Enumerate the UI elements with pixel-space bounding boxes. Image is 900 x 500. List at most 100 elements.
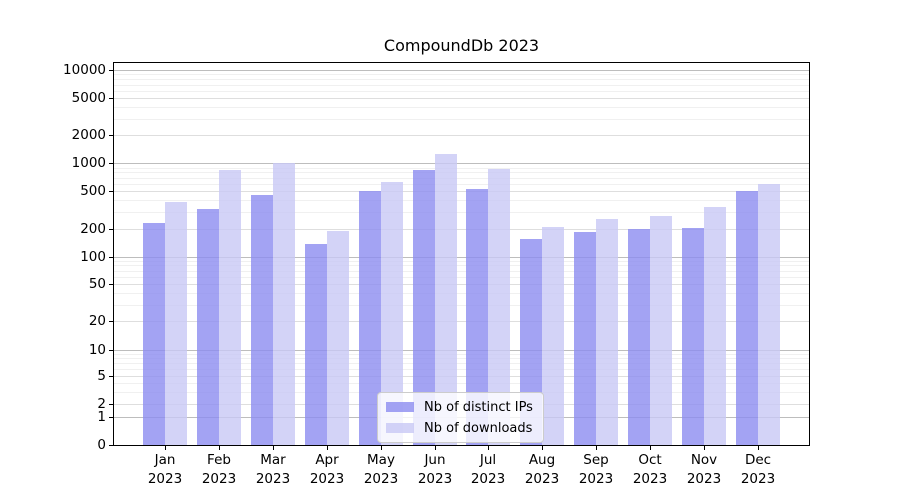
y-tick-label-10: 10 (88, 342, 106, 358)
y-tick-label-200: 200 (80, 221, 106, 237)
x-tick-label-sep: Sep 2023 (578, 452, 614, 487)
y-tick-label-5: 5 (97, 368, 106, 384)
y-tick-mark-2000 (109, 135, 113, 136)
x-tick-label-nov: Nov 2023 (686, 452, 722, 487)
x-tick-mark-oct (650, 446, 651, 450)
y-tick-label-0: 0 (97, 437, 106, 453)
bar-downloads-jan (165, 202, 187, 445)
x-tick-mark-jan (165, 446, 166, 450)
gridline-minor (113, 271, 810, 272)
y-tick-label-1: 1 (97, 409, 106, 425)
x-tick-mark-sep (596, 446, 597, 450)
y-tick-label-1000: 1000 (71, 155, 106, 171)
x-tick-label-feb: Feb 2023 (201, 452, 237, 487)
x-tick-label-jan: Jan 2023 (147, 452, 183, 487)
gridline-minor (113, 212, 810, 213)
y-tick-mark-50 (109, 284, 113, 285)
legend-swatch-distinct-ips-icon (386, 402, 414, 412)
x-tick-label-mar: Mar 2023 (255, 452, 291, 487)
gridline-minor (113, 358, 810, 359)
bar-ips-may (358, 191, 381, 445)
gridline-500 (113, 191, 810, 192)
x-tick-mark-jun (435, 446, 436, 450)
x-tick-label-jul: Jul 2023 (470, 452, 506, 487)
gridline-minor (113, 277, 810, 278)
gridline-minor (113, 119, 810, 120)
x-tick-label-may: May 2023 (363, 452, 399, 487)
bar-downloads-may (380, 182, 403, 445)
y-tick-label-2: 2 (97, 396, 106, 412)
gridline-minor (113, 261, 810, 262)
gridline-minor (113, 74, 810, 75)
y-tick-mark-0 (109, 445, 113, 446)
gridline-50 (113, 284, 810, 285)
gridline-minor (113, 369, 810, 370)
x-tick-mark-feb (219, 446, 220, 450)
bar-downloads-sep (596, 219, 619, 445)
bar-ips-jul (466, 189, 489, 445)
x-tick-mark-aug (542, 446, 543, 450)
x-tick-mark-nov (704, 446, 705, 450)
bar-downloads-apr (326, 230, 349, 445)
y-tick-mark-1000 (109, 163, 113, 164)
bar-ips-apr (304, 244, 327, 445)
x-tick-mark-apr (327, 446, 328, 450)
bar-ips-dec (735, 191, 758, 445)
gridline-minor (113, 85, 810, 86)
y-tick-mark-200 (109, 229, 113, 230)
bar-downloads-mar (272, 163, 295, 445)
gridline-minor (113, 200, 810, 201)
legend-entry-downloads: Nb of downloads (386, 420, 533, 436)
y-tick-label-500: 500 (80, 183, 106, 199)
bar-ips-nov (682, 227, 704, 445)
gridline-200 (113, 229, 810, 230)
gridline-minor (113, 107, 810, 108)
x-tick-mark-dec (758, 446, 759, 450)
y-tick-mark-2 (109, 404, 113, 405)
y-tick-label-50: 50 (88, 276, 106, 292)
gridline-minor (113, 172, 810, 173)
x-tick-mark-mar (273, 446, 274, 450)
bar-downloads-oct (650, 216, 673, 445)
gridline-minor (113, 178, 810, 179)
legend-swatch-downloads-icon (386, 423, 414, 433)
y-tick-mark-5000 (109, 98, 113, 99)
bar-ips-sep (574, 231, 597, 445)
x-tick-label-jun: Jun 2023 (417, 452, 453, 487)
gridline-2000 (113, 135, 810, 136)
gridline-minor (113, 305, 810, 306)
y-tick-label-100: 100 (80, 249, 106, 265)
gridline-20 (113, 321, 810, 322)
gridline-minor (113, 293, 810, 294)
x-tick-label-dec: Dec 2023 (740, 452, 776, 487)
bar-downloads-feb (218, 169, 241, 445)
x-tick-mark-jul (488, 446, 489, 450)
gridline-minor (113, 91, 810, 92)
y-tick-label-10000: 10000 (63, 62, 106, 78)
bar-ips-feb (196, 209, 219, 445)
y-tick-label-2000: 2000 (71, 127, 106, 143)
bar-downloads-jul (488, 168, 511, 445)
y-tick-mark-1 (109, 417, 113, 418)
x-tick-mark-may (381, 446, 382, 450)
gridline-minor (113, 79, 810, 80)
y-tick-mark-500 (109, 191, 113, 192)
gridline-minor (113, 363, 810, 364)
bar-ips-mar (250, 194, 273, 445)
x-tick-label-oct: Oct 2023 (632, 452, 668, 487)
bar-downloads-nov (704, 207, 726, 445)
legend-label-distinct-ips: Nb of distinct IPs (424, 399, 533, 415)
gridline-10000 (113, 70, 810, 71)
legend: Nb of distinct IPs Nb of downloads (377, 392, 544, 443)
bar-downloads-dec (757, 183, 780, 445)
y-tick-mark-10 (109, 350, 113, 351)
y-tick-label-20: 20 (88, 313, 106, 329)
gridline-minor (113, 265, 810, 266)
bar-downloads-jun (434, 154, 457, 445)
bar-downloads-aug (542, 226, 565, 445)
y-tick-mark-100 (109, 257, 113, 258)
bar-ips-jun (412, 169, 435, 445)
gridline-10 (113, 350, 810, 351)
gridline-minor (113, 168, 810, 169)
